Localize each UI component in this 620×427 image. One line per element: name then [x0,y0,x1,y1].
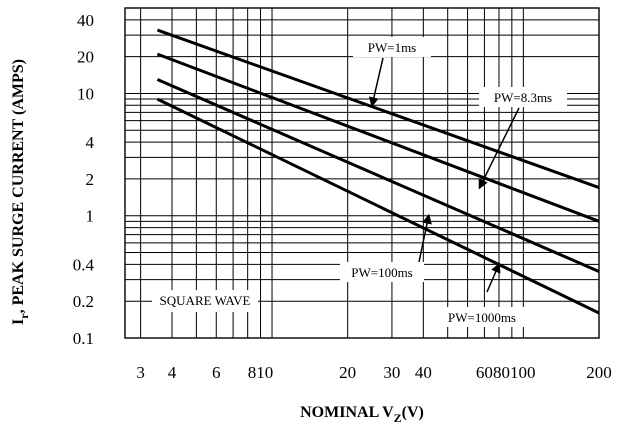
plot-frame [124,7,600,339]
grid [125,8,600,339]
x-tick-label: 810 [248,363,274,382]
annotation-box [479,87,567,107]
annotation-label: PW=1000ms [448,310,516,325]
x-tick-label: 6 [212,363,221,382]
y-tick-label: 0.2 [73,292,94,311]
y-tick-label: 0.1 [73,329,94,348]
annotation-arrow [418,213,432,263]
annotation-arrow [478,107,520,190]
series-lines [156,28,600,315]
x-tick-labels: 3 4 6 810 20 30 40 60 80100 200 [136,363,611,382]
annotation-box [353,37,431,57]
y-axis-label: Ir, PEAK SURGE CURRENT (AMPS) [10,59,31,325]
y-tick-labels: 40 20 10 4 2 1 0.4 0.2 0.1 [73,11,95,348]
y-tick-label: 40 [77,11,94,30]
series-line-2 [156,52,600,223]
x-tick-label: 80100 [493,363,536,382]
annotation-label: PW=8.3ms [494,90,552,105]
annotation-label: SQUARE WAVE [160,293,251,308]
annotation-2: PW=8.3ms [478,87,567,190]
annotation-4: PW=1000ms [433,262,531,327]
annotation-3: PW=100ms [340,213,432,282]
annotations: PW=1ms PW=8.3ms PW=100ms PW=1000ms SQUARE WA… [152,37,567,327]
annotation-1: PW=1ms [353,37,431,108]
series-line-4 [156,97,600,315]
annotation-box [433,307,531,327]
annotation-label: PW=1ms [368,40,417,55]
y-tick-label: 10 [77,84,94,103]
x-tick-label: 4 [168,363,177,382]
x-tick-label: 200 [586,363,612,382]
x-tick-label: 40 [415,363,432,382]
y-tick-label: 20 [77,48,94,67]
x-tick-label: 30 [383,363,400,382]
y-tick-label: 4 [86,133,95,152]
y-tick-label: 0.4 [73,255,95,274]
annotation-box [340,262,424,282]
annotation-arrow [486,262,501,293]
series-line-1 [156,28,600,190]
x-tick-label: 60 [476,363,493,382]
x-axis-label: NOMINAL VZ(V) [300,404,424,425]
y-tick-label: 2 [86,170,95,189]
annotation-label: PW=100ms [351,265,413,280]
annotation-arrow [368,57,384,108]
y-tick-label: 1 [86,207,95,226]
annotation-box [152,290,258,312]
x-tick-label: 20 [339,363,356,382]
annotation-5: SQUARE WAVE [152,290,258,312]
series-line-3 [156,78,600,273]
x-tick-label: 3 [136,363,145,382]
